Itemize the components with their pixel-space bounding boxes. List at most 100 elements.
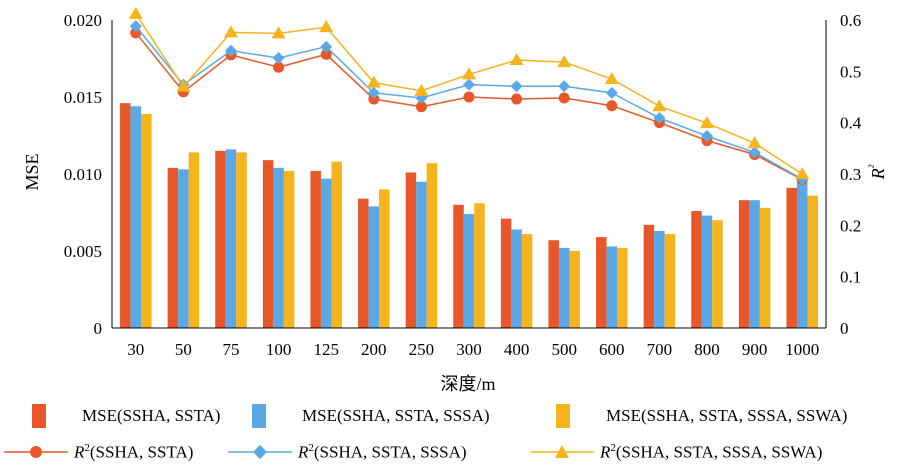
bar bbox=[521, 234, 533, 328]
legend: MSE(SSHA, SSTA) MSE(SSHA, SSTA, SSSA) MS… bbox=[0, 398, 904, 466]
bar bbox=[273, 167, 284, 328]
x-axis-title: 深度/m bbox=[440, 374, 495, 394]
x-tick-label: 75 bbox=[223, 340, 240, 359]
point bbox=[511, 93, 523, 105]
y-tick-label: 0.005 bbox=[64, 242, 102, 261]
legend-label-mse-2: MSE(SSHA, SSTA, SSSA) bbox=[302, 406, 490, 425]
point bbox=[128, 6, 143, 19]
bar bbox=[215, 150, 226, 328]
bar bbox=[358, 198, 369, 328]
axes-layer bbox=[111, 20, 827, 329]
x-tick-label: 700 bbox=[647, 340, 673, 359]
bar bbox=[701, 215, 713, 328]
point bbox=[176, 79, 191, 92]
legend-item-mse-2: MSE(SSHA, SSTA, SSSA) bbox=[252, 404, 490, 428]
line-layer bbox=[128, 6, 810, 186]
x-tick-label: 30 bbox=[127, 340, 144, 359]
bar bbox=[691, 210, 702, 328]
y2-tick-label: 0.4 bbox=[840, 114, 862, 133]
point bbox=[463, 78, 475, 91]
point bbox=[415, 101, 427, 113]
bar bbox=[130, 106, 142, 329]
bar bbox=[368, 206, 380, 328]
bar bbox=[379, 189, 390, 328]
tick-labels: 0 0.005 0.010 0.015 0.020 0 0.1 0.2 0.3 0.4 0.5 0.6… bbox=[64, 11, 862, 359]
x-tick-label: 100 bbox=[266, 340, 292, 359]
bar bbox=[262, 160, 274, 328]
bar bbox=[463, 214, 475, 328]
bar bbox=[331, 161, 342, 328]
point bbox=[462, 67, 476, 80]
chart-canvas: 0 0.005 0.010 0.015 0.020 0 0.1 0.2 0.3 0.4 0.5 0.6… bbox=[22, 6, 888, 394]
legend-label-r2-3: R2(SSHA, SSTA, SSSA, SSWA) bbox=[600, 442, 823, 462]
point bbox=[319, 20, 334, 33]
bar bbox=[426, 163, 438, 328]
legend-label-r2-2: R2(SSHA, SSTA, SSSA) bbox=[298, 442, 467, 462]
point bbox=[604, 72, 619, 85]
point bbox=[701, 130, 713, 143]
x-tick-label: 600 bbox=[599, 340, 625, 359]
point bbox=[367, 86, 380, 99]
legend-line-r2-1 bbox=[4, 446, 68, 459]
bar bbox=[664, 234, 676, 328]
bar bbox=[548, 240, 559, 328]
legend-line-r2-2 bbox=[228, 445, 292, 460]
y2-tick-label: 0.2 bbox=[840, 216, 861, 235]
point bbox=[652, 99, 667, 112]
bar bbox=[167, 167, 179, 328]
y2-tick-label: 0.5 bbox=[840, 62, 861, 81]
point bbox=[224, 25, 238, 38]
point bbox=[510, 80, 523, 93]
legend-item-r2-2: R2(SSHA, SSTA, SSSA) bbox=[228, 442, 467, 463]
legend-swatch-mse-2 bbox=[252, 404, 266, 428]
y2-axis-title: R² bbox=[866, 164, 888, 180]
point bbox=[747, 136, 762, 149]
x-tick-label: 50 bbox=[175, 340, 192, 359]
point bbox=[558, 92, 570, 104]
x-tick-label: 300 bbox=[456, 340, 482, 359]
y-tick-label: 0 bbox=[94, 319, 103, 338]
point bbox=[366, 75, 381, 88]
x-tick-label: 400 bbox=[504, 340, 530, 359]
x-tick-label: 250 bbox=[409, 340, 435, 359]
point bbox=[557, 55, 572, 68]
point bbox=[414, 83, 429, 96]
bar bbox=[120, 103, 131, 328]
point bbox=[748, 146, 761, 159]
bar bbox=[796, 180, 808, 328]
legend-item-r2-3: R2(SSHA, SSTA, SSSA, SSWA) bbox=[530, 442, 822, 463]
x-tick-label: 1000 bbox=[785, 340, 819, 359]
legend-label-mse-1: MSE(SSHA, SSTA) bbox=[82, 406, 221, 425]
bar bbox=[712, 220, 723, 328]
legend-line-r2-3 bbox=[530, 445, 594, 459]
bar bbox=[558, 247, 570, 328]
bar bbox=[606, 246, 618, 328]
x-tick-label: 900 bbox=[742, 340, 768, 359]
y2-tick-label: 0 bbox=[840, 319, 849, 338]
point bbox=[700, 116, 714, 129]
bar bbox=[474, 203, 485, 328]
bar bbox=[738, 200, 750, 328]
point bbox=[272, 51, 285, 64]
x-tick-label: 200 bbox=[361, 340, 387, 359]
bar bbox=[283, 170, 295, 328]
legend-swatch-mse-1 bbox=[32, 404, 46, 428]
y-tick-label: 0.015 bbox=[64, 88, 102, 107]
bar bbox=[178, 169, 189, 328]
point bbox=[225, 44, 237, 57]
point bbox=[320, 48, 332, 60]
bar bbox=[236, 152, 247, 328]
bar bbox=[416, 181, 427, 328]
bar bbox=[643, 224, 655, 328]
x-tick-label: 125 bbox=[313, 340, 339, 359]
bar bbox=[596, 237, 607, 328]
x-tick-label: 500 bbox=[551, 340, 577, 359]
bar bbox=[759, 207, 771, 328]
bar bbox=[569, 251, 580, 328]
legend-swatch-mse-3 bbox=[556, 404, 570, 428]
bar bbox=[654, 230, 665, 328]
point bbox=[463, 91, 475, 103]
point bbox=[558, 80, 571, 93]
point bbox=[320, 40, 333, 53]
legend-item-mse-3: MSE(SSHA, SSTA, SSSA, SSWA) bbox=[556, 404, 847, 428]
